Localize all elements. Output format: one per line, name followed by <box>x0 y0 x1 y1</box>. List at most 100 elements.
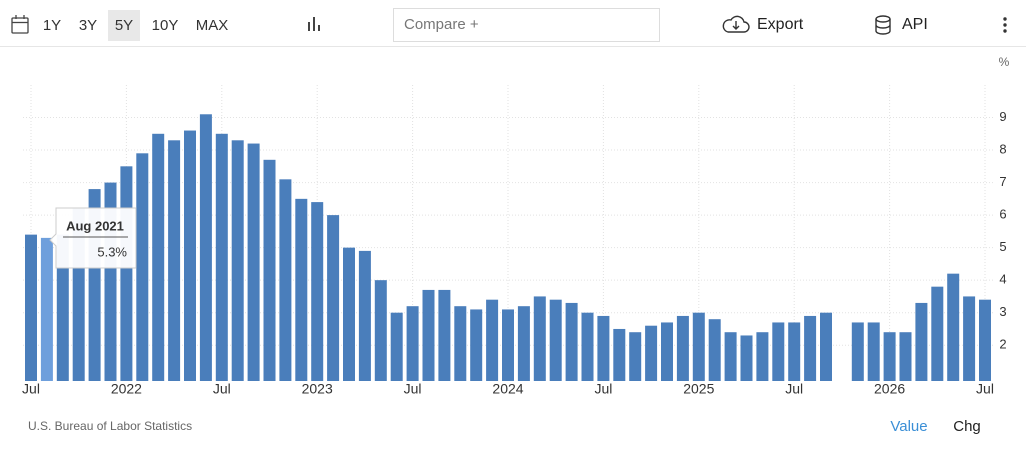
bar[interactable] <box>788 322 801 381</box>
range-button[interactable]: 3Y <box>79 17 97 34</box>
bar[interactable] <box>629 332 642 381</box>
bar[interactable] <box>502 309 514 381</box>
bar[interactable] <box>724 332 737 381</box>
bar[interactable] <box>661 322 673 381</box>
range-button[interactable]: MAX <box>196 17 229 34</box>
bar[interactable] <box>327 215 340 381</box>
range-button[interactable]: 1Y <box>43 17 61 34</box>
bar[interactable] <box>645 325 658 381</box>
bar[interactable] <box>931 286 944 381</box>
x-tick-label: 2026 <box>874 381 905 397</box>
tooltip-box <box>49 207 137 269</box>
bar[interactable] <box>899 332 912 381</box>
bar[interactable] <box>549 299 562 381</box>
bar[interactable] <box>772 322 785 381</box>
bar[interactable] <box>438 289 451 381</box>
bar[interactable] <box>963 296 976 381</box>
bar[interactable] <box>199 114 212 382</box>
bar[interactable] <box>279 179 292 381</box>
bar[interactable] <box>533 296 546 381</box>
x-tick-label: Jul <box>594 381 612 397</box>
bar[interactable] <box>25 234 37 381</box>
bar[interactable] <box>565 302 578 381</box>
bar[interactable] <box>517 306 530 381</box>
bar[interactable] <box>454 306 467 381</box>
bar[interactable] <box>851 322 864 381</box>
bar[interactable] <box>374 280 387 381</box>
x-tick-label: 2022 <box>111 381 142 397</box>
bar[interactable] <box>215 133 228 381</box>
api-button[interactable]: API <box>902 16 928 33</box>
compare-input[interactable] <box>393 8 660 42</box>
y-tick-label: 3 <box>999 304 1006 319</box>
x-tick-label: 2025 <box>683 381 714 397</box>
x-tick-label: Jul <box>785 381 803 397</box>
bar[interactable] <box>358 250 371 381</box>
source: U.S. Bureau of Labor Statistics <box>28 419 192 433</box>
y-tick-label: 5 <box>999 239 1006 254</box>
api-icon[interactable] <box>875 15 891 35</box>
y-tick-label: 8 <box>999 141 1006 156</box>
tooltip-title: Aug 2021 <box>66 218 124 233</box>
bar[interactable] <box>692 312 705 381</box>
bar[interactable] <box>120 166 133 381</box>
bar[interactable] <box>883 332 896 381</box>
bar[interactable] <box>56 234 69 381</box>
range-button[interactable]: 10Y <box>152 17 179 34</box>
range-button[interactable]: 5Y <box>115 17 133 34</box>
bar[interactable] <box>390 312 403 381</box>
bar[interactable] <box>470 309 483 381</box>
bar[interactable] <box>152 133 165 381</box>
tooltip-value: 5.3% <box>97 244 127 259</box>
x-tick-label: Jul <box>976 381 994 397</box>
bar[interactable] <box>295 198 308 381</box>
x-tick-label: 2024 <box>492 381 523 397</box>
footer-tab[interactable]: Chg <box>953 418 981 435</box>
tooltip: Aug 2021 5.3% <box>49 207 137 269</box>
x-tick-label: Jul <box>22 381 40 397</box>
bar[interactable] <box>979 299 991 381</box>
bar[interactable] <box>867 322 880 381</box>
compare-placeholder[interactable]: Compare + <box>404 16 479 33</box>
bar[interactable] <box>263 159 276 381</box>
bar[interactable] <box>40 237 53 381</box>
y-tick-label: 2 <box>999 337 1006 352</box>
export-button[interactable]: Export <box>757 16 804 33</box>
bar[interactable] <box>597 315 610 381</box>
bar[interactable] <box>136 153 149 381</box>
bar[interactable] <box>343 247 355 381</box>
bar[interactable] <box>820 312 832 381</box>
y-tick-label: 7 <box>999 174 1006 189</box>
calendar-icon[interactable] <box>11 15 29 34</box>
bar[interactable] <box>740 335 753 381</box>
bar[interactable] <box>756 332 769 381</box>
bar[interactable] <box>676 315 689 381</box>
bar[interactable] <box>804 315 817 381</box>
bar[interactable] <box>311 202 324 381</box>
bar[interactable] <box>581 312 594 381</box>
x-tick-label: 2023 <box>302 381 333 397</box>
bar[interactable] <box>422 289 435 381</box>
bar[interactable] <box>486 299 499 381</box>
unit-label: % <box>999 55 1010 69</box>
bar[interactable] <box>915 302 928 381</box>
x-tick-label: Jul <box>213 381 231 397</box>
bar[interactable] <box>708 319 721 381</box>
y-tick-label: 4 <box>999 272 1006 287</box>
bar[interactable] <box>947 273 960 381</box>
chart-type-icon[interactable] <box>308 17 320 31</box>
bar[interactable] <box>231 140 244 381</box>
bar[interactable] <box>168 140 181 381</box>
bar[interactable] <box>247 143 260 381</box>
export-icon[interactable] <box>722 15 750 33</box>
y-tick-label: 6 <box>999 207 1006 222</box>
menu-icon[interactable] <box>1003 17 1007 33</box>
bar[interactable] <box>184 130 196 381</box>
bar[interactable] <box>613 328 626 381</box>
y-tick-label: 9 <box>999 109 1006 124</box>
range-active-bg <box>108 10 140 41</box>
footer-tab[interactable]: Value <box>890 418 927 435</box>
bar[interactable] <box>406 306 419 381</box>
